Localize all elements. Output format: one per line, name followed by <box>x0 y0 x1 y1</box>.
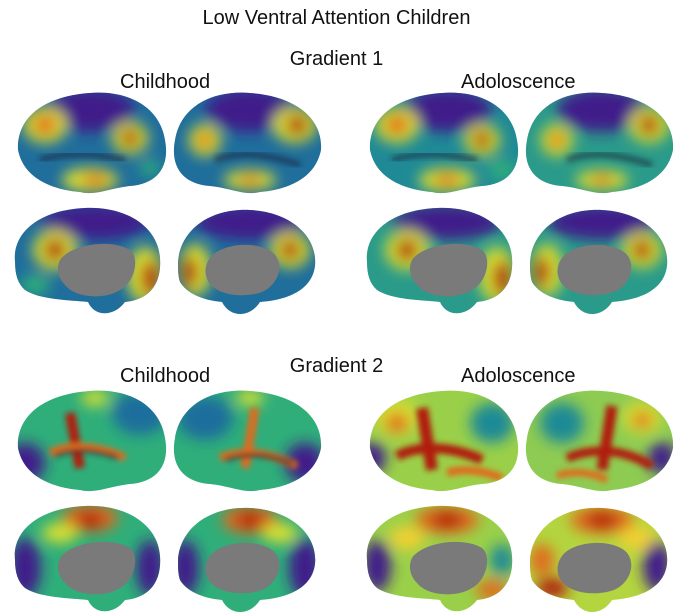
g2-childhood-brains <box>14 390 322 612</box>
figure-title: Low Ventral Attention Children <box>202 7 471 29</box>
g1-adolescence-brains <box>366 92 673 314</box>
g2-child-lateral-left <box>17 390 167 492</box>
g2-adolescence-brains <box>366 390 673 612</box>
g2-adol-lateral-left <box>369 390 519 492</box>
gradient-1-childhood-label: Childhood <box>120 71 211 93</box>
g2-child-medial-left <box>14 505 161 612</box>
g1-child-medial-right <box>178 209 316 314</box>
gradient-1-adolescence-label: Adoloscence <box>461 71 576 93</box>
g1-adol-medial-left <box>366 207 513 314</box>
g2-child-lateral-right <box>173 390 322 492</box>
g2-adol-medial-left <box>366 505 513 612</box>
g2-adol-lateral-right <box>525 390 673 492</box>
g1-adol-medial-right <box>530 209 668 314</box>
g1-adol-lateral-left <box>369 92 519 194</box>
gradient-1-label: Gradient 1 <box>289 48 384 70</box>
gradient-2-label: Gradient 2 <box>289 355 384 377</box>
g2-adol-medial-right <box>530 507 668 612</box>
g1-childhood-brains <box>14 92 322 314</box>
g2-child-medial-right <box>178 507 316 612</box>
g1-adol-lateral-right <box>525 92 673 194</box>
g1-child-lateral-left <box>17 92 167 194</box>
g1-child-medial-left <box>14 207 161 314</box>
g1-child-lateral-right <box>173 92 322 194</box>
gradient-2-childhood-label: Childhood <box>120 365 211 387</box>
gradient-2-adolescence-label: Adoloscence <box>461 365 576 387</box>
